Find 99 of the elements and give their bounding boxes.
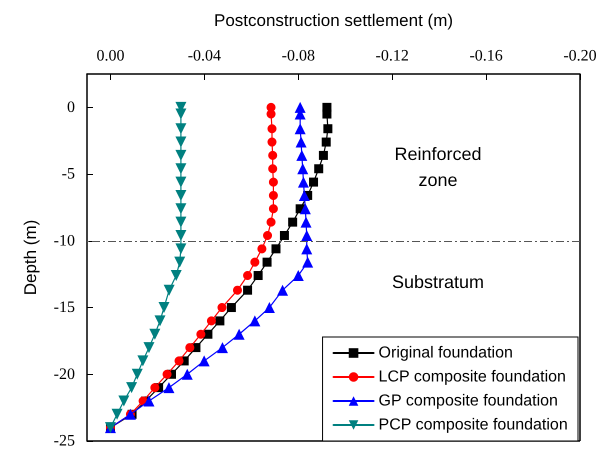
point: [309, 178, 318, 187]
point: [232, 286, 242, 295]
point: [323, 124, 332, 134]
point: [257, 244, 266, 254]
point: [322, 110, 332, 119]
point: [250, 258, 260, 267]
point: [263, 230, 272, 240]
point: [143, 342, 154, 354]
point: [137, 355, 148, 366]
point: [264, 302, 275, 314]
x-tick-label: -0.20: [563, 48, 597, 64]
point: [206, 316, 216, 326]
point: [254, 271, 263, 280]
point: [271, 244, 280, 254]
x-tick-label: -0.16: [469, 48, 503, 64]
point: [175, 108, 186, 120]
point: [294, 123, 306, 134]
point: [226, 303, 236, 312]
point: [158, 302, 170, 314]
point: [196, 330, 206, 339]
point: [292, 270, 304, 282]
point: [154, 315, 166, 326]
x-tick-label: -0.04: [188, 48, 222, 64]
point: [175, 190, 186, 201]
point: [215, 316, 224, 326]
point: [300, 216, 312, 228]
point: [143, 395, 154, 406]
point: [243, 271, 252, 280]
point: [162, 370, 172, 379]
point: [314, 164, 324, 174]
point: [174, 256, 186, 268]
point: [126, 382, 138, 394]
point: [175, 243, 186, 254]
y-tick-label: -25: [54, 432, 75, 449]
point: [277, 284, 288, 296]
point: [175, 163, 186, 174]
point: [118, 395, 130, 406]
legend-label: LCP composite foundation: [378, 368, 566, 386]
y-tick-label: -5: [62, 166, 75, 183]
y-tick-label: -10: [54, 232, 75, 250]
y-tick-label: -15: [54, 299, 75, 316]
point: [268, 204, 278, 214]
point: [170, 270, 182, 282]
point: [216, 342, 228, 354]
point: [182, 368, 193, 380]
y-tick-label: 0: [67, 98, 75, 116]
x-axis-title: Postconstruction settlement (m): [214, 11, 454, 30]
point: [185, 343, 194, 352]
point: [266, 110, 276, 119]
point: [198, 355, 210, 366]
point: [301, 230, 312, 241]
point: [268, 138, 276, 147]
point: [149, 328, 160, 340]
point: [300, 203, 311, 214]
point: [164, 284, 175, 296]
legend-label: PCP composite foundation: [378, 416, 568, 434]
x-tick-label: -0.08: [282, 48, 315, 64]
annotation: Reinforced zone: [394, 144, 482, 190]
point: [175, 230, 186, 241]
point: [268, 150, 278, 160]
point: [302, 256, 314, 268]
point: [175, 123, 186, 134]
point: [268, 190, 278, 200]
point: [174, 356, 184, 366]
y-tick-label: -20: [54, 366, 75, 383]
point: [150, 383, 160, 392]
point: [175, 216, 186, 228]
point: [132, 368, 143, 380]
point: [112, 408, 123, 420]
point: [298, 176, 309, 188]
point: [175, 203, 186, 214]
annotation: Substratum: [392, 272, 484, 292]
point: [175, 176, 186, 188]
point: [296, 136, 307, 148]
point: [318, 150, 328, 160]
point: [297, 163, 308, 174]
point: [322, 138, 331, 147]
point: [268, 124, 276, 134]
point: [298, 190, 310, 201]
point: [175, 136, 186, 148]
point: [217, 303, 226, 312]
legend-label: GP composite foundation: [378, 392, 558, 410]
point: [288, 218, 298, 227]
point: [175, 150, 186, 161]
y-axis-title: Depth (m): [21, 220, 40, 296]
point: [268, 178, 278, 187]
x-tick-label: -0.12: [376, 48, 409, 64]
x-tick-label: 0.00: [96, 48, 124, 64]
point: [163, 382, 174, 394]
point: [266, 218, 276, 227]
point: [249, 315, 260, 326]
point: [243, 286, 252, 295]
point: [280, 230, 289, 240]
point: [262, 258, 272, 267]
point: [268, 164, 278, 174]
point: [234, 328, 245, 340]
point: [296, 150, 308, 161]
legend-label: Original foundation: [378, 344, 513, 362]
point: [301, 243, 312, 254]
